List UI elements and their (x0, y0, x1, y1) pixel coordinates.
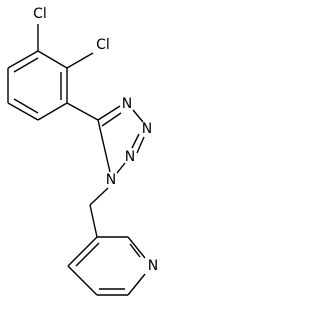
bond (127, 236, 146, 259)
bond (7, 102, 39, 121)
bond (37, 50, 68, 69)
bond (89, 187, 109, 206)
atom-label: N (122, 96, 132, 112)
bond (89, 204, 98, 238)
atom-label: N (142, 121, 152, 137)
bond (127, 273, 146, 296)
bond (67, 236, 98, 267)
atom-label: N (148, 258, 158, 274)
bond (97, 105, 121, 121)
atom-label: N (106, 172, 116, 188)
atom-label: N (125, 149, 135, 165)
atom-label: Cl (96, 37, 110, 53)
bond (13, 98, 39, 114)
bond (66, 52, 94, 69)
bond (116, 162, 126, 174)
bond (101, 112, 122, 127)
atom-label: Cl (33, 6, 47, 22)
bond (75, 242, 100, 267)
bonds (7, 24, 146, 296)
bond (136, 136, 145, 154)
bond (131, 133, 140, 149)
bond (132, 109, 144, 123)
bond (67, 265, 98, 296)
bond (129, 243, 141, 258)
bond (66, 102, 99, 121)
bond (97, 119, 111, 173)
bond (7, 50, 39, 69)
bond (13, 57, 39, 73)
bond (37, 102, 68, 121)
